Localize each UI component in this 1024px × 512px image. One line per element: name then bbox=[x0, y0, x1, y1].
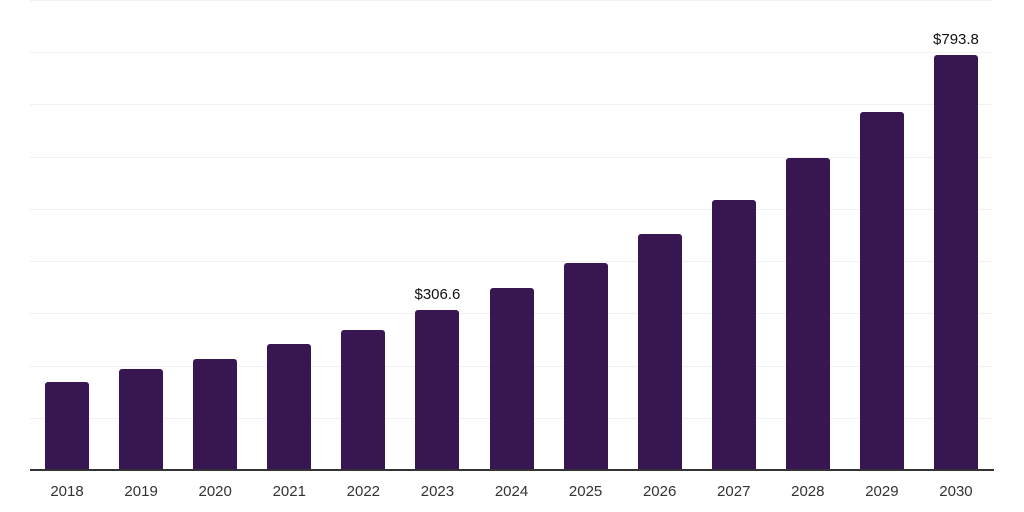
bar-slot-2018 bbox=[30, 0, 104, 470]
bar-slot-2026 bbox=[623, 0, 697, 470]
x-tick-2024: 2024 bbox=[494, 483, 529, 500]
bar-2023 bbox=[415, 309, 460, 470]
x-tick-2029: 2029 bbox=[865, 483, 899, 500]
bar-slot-2025 bbox=[549, 0, 623, 470]
bar-slot-2019 bbox=[104, 0, 178, 470]
bar-2026 bbox=[637, 234, 682, 470]
bar-slot-2021 bbox=[252, 0, 326, 470]
bar-slot-2029 bbox=[845, 0, 919, 470]
bar-2018 bbox=[45, 381, 90, 470]
x-tick-2018: 2018 bbox=[50, 483, 84, 500]
x-tick-2021: 2021 bbox=[272, 483, 306, 500]
gridline-900 bbox=[30, 0, 993, 1]
x-tick-2026: 2026 bbox=[642, 483, 677, 500]
bar-2024 bbox=[489, 288, 534, 470]
x-axis-line bbox=[30, 469, 994, 471]
bar-2030 bbox=[933, 55, 978, 470]
x-tick-2030: 2030 bbox=[939, 483, 973, 500]
bar-slot-2028 bbox=[771, 0, 845, 470]
x-tick-2023: 2023 bbox=[420, 483, 455, 500]
bar-2021 bbox=[267, 344, 312, 470]
x-tick-2020: 2020 bbox=[198, 483, 232, 500]
x-tick-2027: 2027 bbox=[717, 483, 751, 500]
bar-2025 bbox=[563, 263, 608, 470]
bar-2029 bbox=[859, 111, 904, 470]
bar-2028 bbox=[785, 158, 830, 470]
bar-2027 bbox=[711, 200, 756, 470]
plot-area: $306.6 $793.8 bbox=[30, 0, 993, 470]
x-axis-tick-labels: 2018 2019 2020 2021 2022 2023 2024 2025 2026 2027… bbox=[30, 483, 993, 501]
gridline-500 bbox=[30, 208, 993, 210]
bar-2022 bbox=[341, 329, 386, 470]
gridline-400 bbox=[30, 261, 993, 263]
bar-slot-2024 bbox=[474, 0, 548, 470]
bar-value-label-2030: $793.8 bbox=[933, 31, 979, 49]
bar-slot-2020 bbox=[178, 0, 252, 470]
bar-2019 bbox=[119, 369, 164, 470]
gridline-600 bbox=[30, 156, 993, 158]
x-tick-2028: 2028 bbox=[791, 483, 825, 500]
x-tick-2025: 2025 bbox=[568, 483, 603, 500]
gridline-700 bbox=[30, 104, 993, 106]
bars-row: $306.6 $793.8 bbox=[30, 0, 993, 470]
bar-slot-2030: $793.8 bbox=[919, 0, 993, 470]
bar-slot-2027 bbox=[697, 0, 771, 470]
x-tick-2019: 2019 bbox=[124, 483, 158, 500]
bar-value-label-2023: $306.6 bbox=[414, 285, 461, 303]
gridline-800 bbox=[30, 52, 993, 54]
bar-slot-2022 bbox=[326, 0, 400, 470]
bar-2020 bbox=[193, 358, 238, 470]
x-tick-2022: 2022 bbox=[346, 483, 381, 500]
bar-slot-2023: $306.6 bbox=[400, 0, 474, 470]
